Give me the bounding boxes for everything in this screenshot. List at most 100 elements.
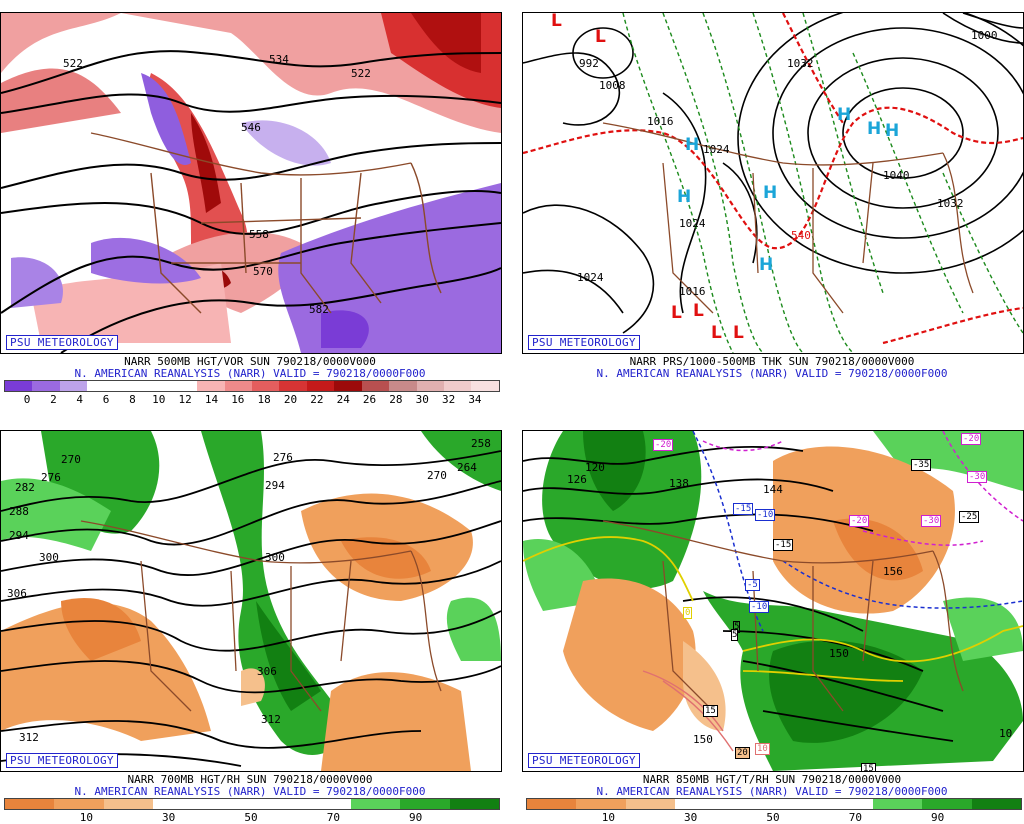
colorbar-swatch [872,799,923,809]
colorbar-swatch [197,381,225,391]
contour-label: 5 [731,629,739,641]
colorbar-tick-label: 26 [362,393,377,406]
colorbar-swatch [251,381,280,391]
contour-label: 276 [41,471,61,484]
high-pressure-marker: H [867,119,882,139]
colorbar [4,798,500,810]
temp-label-box: 15 [703,705,718,717]
panel-700mb-rh: 270 276 282 288 294 300 306 312 258 276 … [0,430,502,824]
colorbar-swatch [202,799,253,809]
colorbar-tick-label: 18 [257,393,271,406]
colorbar-swatch [922,799,972,809]
contour-label-570: 570 [253,265,273,278]
colorbar-tick-label: 10 [152,393,166,406]
panel-subtitle: N. AMERICAN REANALYSIS (NARR) VALID = 79… [74,367,426,380]
colorbar-swatch [54,799,104,809]
panel-pressure-thickness: L L L L L L H H H H H H H 992 1008 1016 … [522,12,1024,407]
psu-meteorology-badge: PSU METEOROLOGY [528,753,640,768]
colorbar-tick-label: 24 [336,393,350,406]
low-pressure-marker: L [711,323,722,343]
contour-label: 300 [265,551,285,564]
colorbar-tick-label: 4 [76,393,84,406]
colorbar-swatch [153,799,203,809]
map-500mb: 522 534 546 558 570 582 522 PSU METEOROL… [0,12,502,354]
colorbar-tick-label: 28 [389,393,403,406]
colorbar-tick-label: 14 [204,393,219,406]
contour-label: 258 [471,437,491,450]
psu-meteorology-badge: PSU METEOROLOGY [6,753,118,768]
colorbar-swatch [306,381,335,391]
high-pressure-marker: H [763,183,778,203]
colorbar-swatch [471,381,499,391]
colorbar-swatch [971,799,1022,809]
contour-label: 306 [257,665,277,678]
map-pressure-graphic [523,13,1023,353]
temp-label-box: 15 [861,763,876,771]
colorbar-tick-label: 8 [129,393,136,406]
colorbar-swatch [279,381,307,391]
colorbar-swatch [774,799,824,809]
map-850mb-graphic [523,431,1023,771]
colorbar-swatch [724,799,775,809]
contour-label: 312 [19,731,39,744]
colorbar [4,380,500,392]
temp-label-box: 10 [755,743,770,755]
isobar-label: 1016 [647,115,674,128]
colorbar-tick-label: 22 [310,393,324,406]
panel-title: NARR 500MB HGT/VOR SUN 790218/0000V000 [124,355,376,368]
temp-label-box: -10 [755,509,776,521]
map-500mb-graphic [1,13,501,353]
temp-label-box: -20 [653,439,674,451]
colorbar-swatch [334,381,362,391]
temp-label-box: -5 [745,579,760,591]
contour-label: 288 [9,505,29,518]
contour-label-546: 546 [241,121,261,134]
colorbar-tick-label: 30 [162,811,176,824]
low-pressure-marker: L [693,301,704,321]
colorbar-swatch [114,381,143,391]
psu-meteorology-badge: PSU METEOROLOGY [6,335,118,350]
isobar-label: 992 [579,57,599,70]
low-pressure-marker: L [671,303,682,323]
temp-label-box: -30 [921,515,942,527]
colorbar-swatch [823,799,873,809]
isobar-label: 1032 [787,57,814,70]
temp-label-box: 0 [683,607,693,619]
map-700mb-graphic [1,431,501,771]
contour-label-522: 522 [63,57,83,70]
isobar-label: 1016 [679,285,706,298]
colorbar-tick-label: 0 [23,393,31,406]
colorbar-labels: 10 30 50 70 90 [4,811,498,824]
contour-label: 264 [457,461,477,474]
colorbar-tick-label: 50 [244,811,258,824]
high-pressure-marker: H [759,255,774,275]
isobar-label: 1040 [883,169,910,182]
colorbar-swatch [224,381,252,391]
thickness-label: 540 [791,229,811,242]
contour-label-534: 534 [269,53,289,66]
contour-label-582: 582 [309,303,329,316]
colorbar-swatch [416,381,444,391]
colorbar-tick-label: 50 [766,811,780,824]
contour-label: 120 [585,461,605,474]
colorbar-tick-label: 16 [231,393,245,406]
temp-label-box: -20 [849,515,870,527]
colorbar-tick-label: 90 [409,811,423,824]
high-pressure-marker: H [685,135,700,155]
colorbar-tick-label: 70 [848,811,862,824]
colorbar-swatch [449,799,500,809]
contour-label-522b: 522 [351,67,371,80]
colorbar-swatch [5,381,33,391]
low-pressure-marker: L [551,12,562,31]
panel-subtitle: N. AMERICAN REANALYSIS (NARR) VALID = 79… [596,367,948,380]
colorbar-swatch [675,799,725,809]
colorbar-tick-label: 34 [468,393,482,406]
temp-label-box: -35 [911,459,932,471]
contour-label: 270 [61,453,81,466]
colorbar-swatch [103,799,154,809]
colorbar-tick-label: 70 [326,811,340,824]
colorbar-tick-label: 6 [102,393,110,406]
temp-label-box: -30 [967,471,988,483]
colorbar-tick-label: 10 [79,811,93,824]
panel-title: NARR PRS/1000-500MB THK SUN 790218/0000V… [629,355,915,368]
